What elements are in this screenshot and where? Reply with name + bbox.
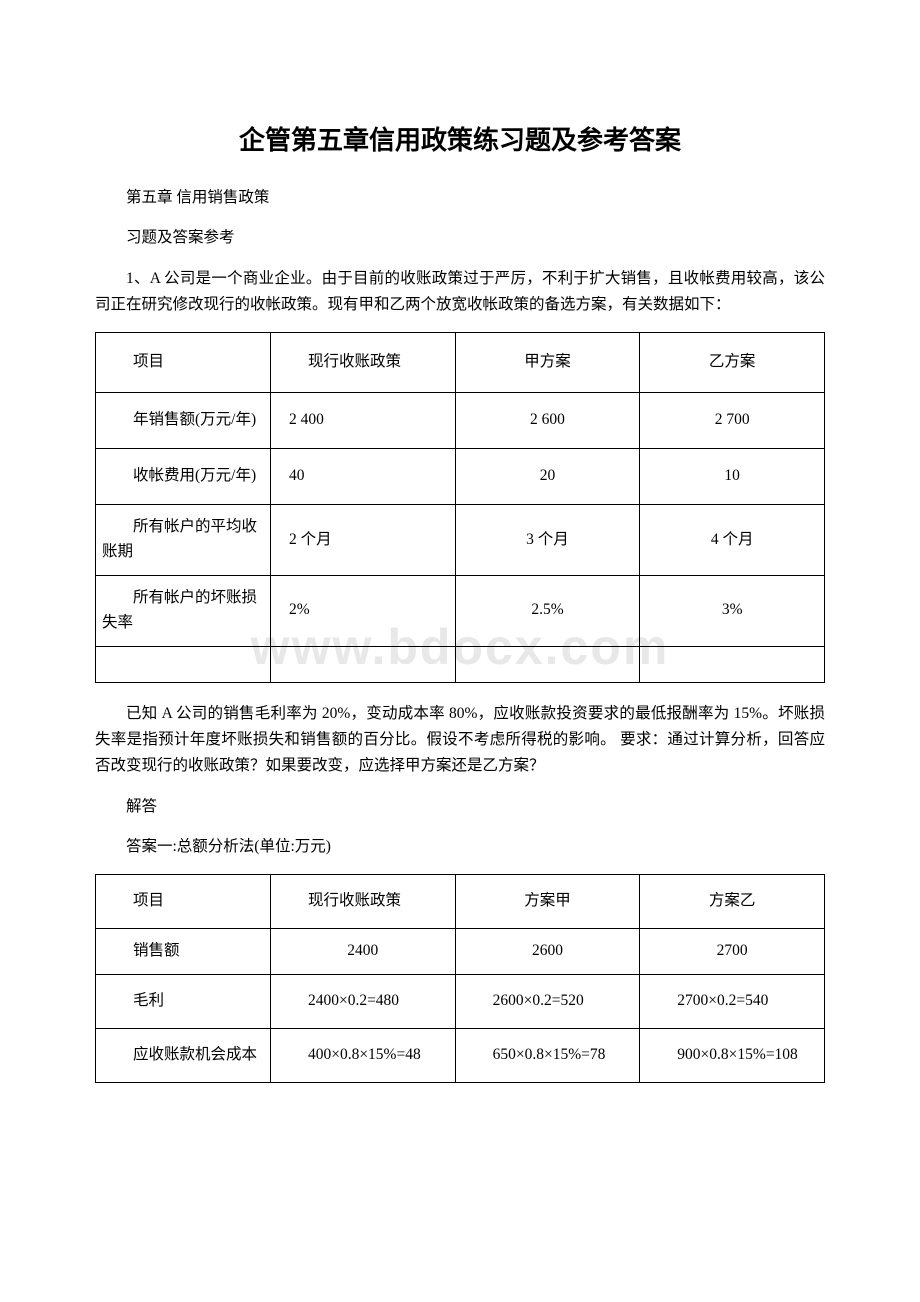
table-cell: 4 个月 — [640, 505, 825, 576]
table-cell: 2 400 — [270, 393, 455, 449]
data-table-2: 项目 现行收账政策 方案甲 方案乙 销售额 2400 2600 2700 毛利 … — [95, 874, 825, 1083]
table-cell: 2400 — [270, 929, 455, 975]
table-cell: 2.5% — [455, 575, 640, 646]
paragraph-chapter: 第五章 信用销售政策 — [95, 185, 825, 211]
table-cell: 2 600 — [455, 393, 640, 449]
table-cell: 2700×0.2=540 — [640, 975, 825, 1029]
table-cell — [96, 646, 271, 682]
table-cell — [455, 646, 640, 682]
table-cell — [270, 646, 455, 682]
table-header: 项目 — [96, 875, 271, 929]
table-header: 项目 — [96, 333, 271, 393]
table-header: 甲方案 — [455, 333, 640, 393]
table-cell: 销售额 — [96, 929, 271, 975]
table-cell: 2700 — [640, 929, 825, 975]
table-cell: 收帐费用(万元/年) — [96, 449, 271, 505]
paragraph-subtitle: 习题及答案参考 — [95, 225, 825, 251]
table-cell: 2600×0.2=520 — [455, 975, 640, 1029]
table-cell: 40 — [270, 449, 455, 505]
document-content: 企管第五章信用政策练习题及参考答案 第五章 信用销售政策 习题及答案参考 1、A… — [95, 120, 825, 1083]
paragraph-given: 已知 A 公司的销售毛利率为 20%，变动成本率 80%，应收账款投资要求的最低… — [95, 701, 825, 780]
table-cell: 2600 — [455, 929, 640, 975]
table-cell: 毛利 — [96, 975, 271, 1029]
table-header: 现行收账政策 — [270, 875, 455, 929]
table-header: 方案甲 — [455, 875, 640, 929]
paragraph-method: 答案一:总额分析法(单位:万元) — [95, 834, 825, 860]
paragraph-answer-label: 解答 — [95, 794, 825, 820]
table-cell: 2 个月 — [270, 505, 455, 576]
table-cell: 3% — [640, 575, 825, 646]
paragraph-question: 1、A 公司是一个商业企业。由于目前的收账政策过于严厉，不利于扩大销售，且收帐费… — [95, 266, 825, 319]
table-cell: 应收账款机会成本 — [96, 1029, 271, 1083]
table-cell: 3 个月 — [455, 505, 640, 576]
table-cell: 所有帐户的坏账损失率 — [96, 575, 271, 646]
data-table-1: 项目 现行收账政策 甲方案 乙方案 年销售额(万元/年) 2 400 2 600… — [95, 332, 825, 682]
page-title: 企管第五章信用政策练习题及参考答案 — [95, 120, 825, 157]
table-cell: 2 700 — [640, 393, 825, 449]
table-cell: 2400×0.2=480 — [270, 975, 455, 1029]
table-cell: 所有帐户的平均收账期 — [96, 505, 271, 576]
table-cell: 2% — [270, 575, 455, 646]
table-header: 现行收账政策 — [270, 333, 455, 393]
table-cell: 10 — [640, 449, 825, 505]
table-cell: 400×0.8×15%=48 — [270, 1029, 455, 1083]
table-cell — [640, 646, 825, 682]
table-header: 乙方案 — [640, 333, 825, 393]
table-cell: 650×0.8×15%=78 — [455, 1029, 640, 1083]
table-header: 方案乙 — [640, 875, 825, 929]
table-cell: 年销售额(万元/年) — [96, 393, 271, 449]
table-cell: 20 — [455, 449, 640, 505]
table-cell: 900×0.8×15%=108 — [640, 1029, 825, 1083]
